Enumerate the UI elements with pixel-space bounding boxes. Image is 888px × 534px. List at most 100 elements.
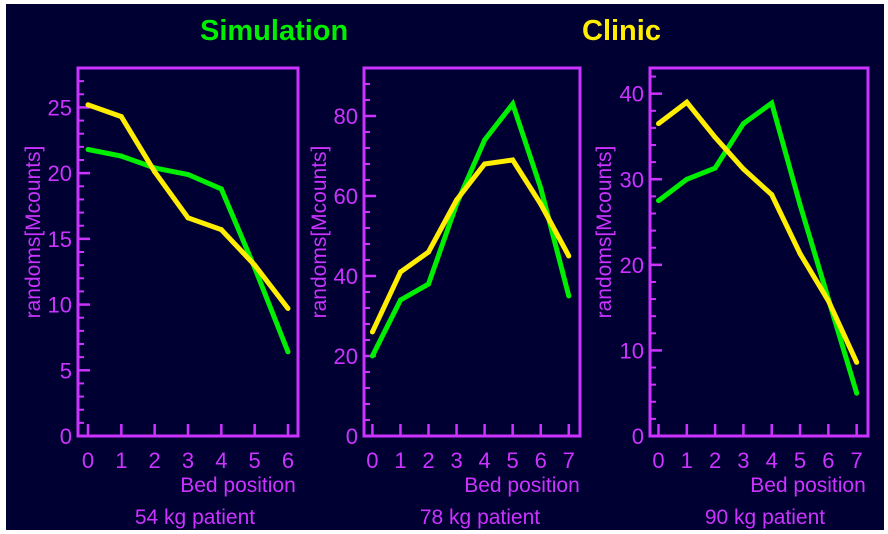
- x-tick-label: 0: [652, 448, 664, 473]
- data-point-clinic: [369, 329, 375, 335]
- x-tick-label: 4: [478, 448, 490, 473]
- data-point-clinic: [285, 306, 291, 312]
- x-tick-label: 7: [851, 448, 863, 473]
- y-tick-label: 10: [620, 338, 644, 363]
- x-tick-label: 0: [366, 448, 378, 473]
- data-point-simulation: [285, 349, 291, 355]
- x-tick-label: 3: [182, 448, 194, 473]
- data-point-simulation: [510, 101, 516, 107]
- legend-clinic: Clinic: [582, 15, 661, 47]
- data-point-clinic: [454, 197, 460, 203]
- y-tick-label: 25: [48, 95, 72, 120]
- data-point-clinic: [538, 201, 544, 207]
- data-point-clinic: [482, 161, 488, 167]
- data-point-simulation: [397, 297, 403, 303]
- data-point-simulation: [482, 137, 488, 143]
- data-point-clinic: [118, 114, 124, 120]
- data-point-clinic: [740, 166, 746, 172]
- y-tick-label: 40: [334, 264, 358, 289]
- data-point-clinic: [252, 262, 258, 268]
- data-point-simulation: [426, 281, 432, 287]
- data-point-simulation: [369, 353, 375, 359]
- data-point-simulation: [769, 100, 775, 106]
- data-point-simulation: [712, 165, 718, 171]
- x-tick-label: 7: [563, 448, 575, 473]
- series-line-simulation: [656, 98, 860, 394]
- y-tick-label: 20: [620, 253, 644, 278]
- data-point-simulation: [185, 171, 191, 177]
- data-point-clinic: [854, 359, 860, 365]
- data-point-clinic: [684, 99, 690, 105]
- panel-caption: 78 kg patient: [420, 506, 540, 529]
- series-line-clinic: [370, 157, 571, 334]
- plot-frame: [362, 66, 582, 438]
- panel-caption: 54 kg patient: [135, 506, 255, 529]
- data-point-clinic: [712, 134, 718, 140]
- y-tick-label: 60: [334, 184, 358, 209]
- data-point-clinic: [426, 249, 432, 255]
- data-point-simulation: [85, 146, 91, 152]
- y-axis-label: randoms[Mcounts]: [22, 146, 45, 319]
- x-tick-label: 6: [535, 448, 547, 473]
- x-tick-label: 6: [282, 448, 294, 473]
- x-tick-label: 2: [422, 448, 434, 473]
- x-tick-label: 1: [681, 448, 693, 473]
- data-point-simulation: [118, 153, 124, 159]
- data-point-simulation: [740, 121, 746, 127]
- data-point-clinic: [566, 253, 572, 259]
- x-tick-label: 0: [82, 448, 94, 473]
- x-tick-label: 2: [709, 448, 721, 473]
- data-point-clinic: [85, 102, 91, 108]
- x-axis-label: Bed position: [750, 474, 866, 497]
- series-line-clinic: [656, 98, 859, 364]
- y-tick-label: 10: [48, 293, 72, 318]
- y-tick-label: 0: [346, 424, 358, 449]
- data-point-clinic: [152, 169, 158, 175]
- data-point-simulation: [655, 198, 661, 204]
- data-point-simulation: [797, 202, 803, 208]
- y-tick-label: 0: [60, 424, 72, 449]
- y-axis-label: randoms[Mcounts]: [593, 146, 616, 319]
- plot-background: [6, 4, 884, 530]
- data-point-clinic: [185, 215, 191, 221]
- data-point-simulation: [538, 185, 544, 191]
- x-tick-label: 6: [822, 448, 834, 473]
- x-axis-label: Bed position: [464, 474, 580, 497]
- x-tick-label: 3: [737, 448, 749, 473]
- data-point-clinic: [655, 121, 661, 127]
- x-tick-label: 4: [215, 448, 227, 473]
- data-point-clinic: [797, 251, 803, 257]
- x-tick-label: 5: [794, 448, 806, 473]
- x-tick-label: 5: [507, 448, 519, 473]
- data-point-clinic: [510, 157, 516, 163]
- y-tick-label: 15: [48, 227, 72, 252]
- data-point-clinic: [825, 298, 831, 304]
- y-tick-label: 5: [60, 358, 72, 383]
- x-tick-label: 2: [149, 448, 161, 473]
- data-point-clinic: [218, 227, 224, 233]
- x-axis-label: Bed position: [180, 474, 296, 497]
- y-axis-label: randoms[Mcounts]: [308, 146, 331, 319]
- series-line-simulation: [370, 98, 572, 358]
- data-point-simulation: [566, 293, 572, 299]
- x-tick-label: 1: [115, 448, 127, 473]
- data-point-clinic: [397, 269, 403, 275]
- y-tick-label: 0: [632, 424, 644, 449]
- x-tick-label: 5: [249, 448, 261, 473]
- y-tick-label: 30: [620, 167, 644, 192]
- data-point-simulation: [854, 390, 860, 396]
- x-tick-label: 4: [766, 448, 778, 473]
- y-tick-label: 40: [620, 82, 644, 107]
- y-tick-label: 80: [334, 104, 358, 129]
- data-point-simulation: [684, 176, 690, 182]
- x-tick-label: 1: [394, 448, 406, 473]
- data-point-clinic: [769, 192, 775, 198]
- plot-frame: [648, 66, 870, 438]
- legend-simulation: Simulation: [200, 15, 348, 47]
